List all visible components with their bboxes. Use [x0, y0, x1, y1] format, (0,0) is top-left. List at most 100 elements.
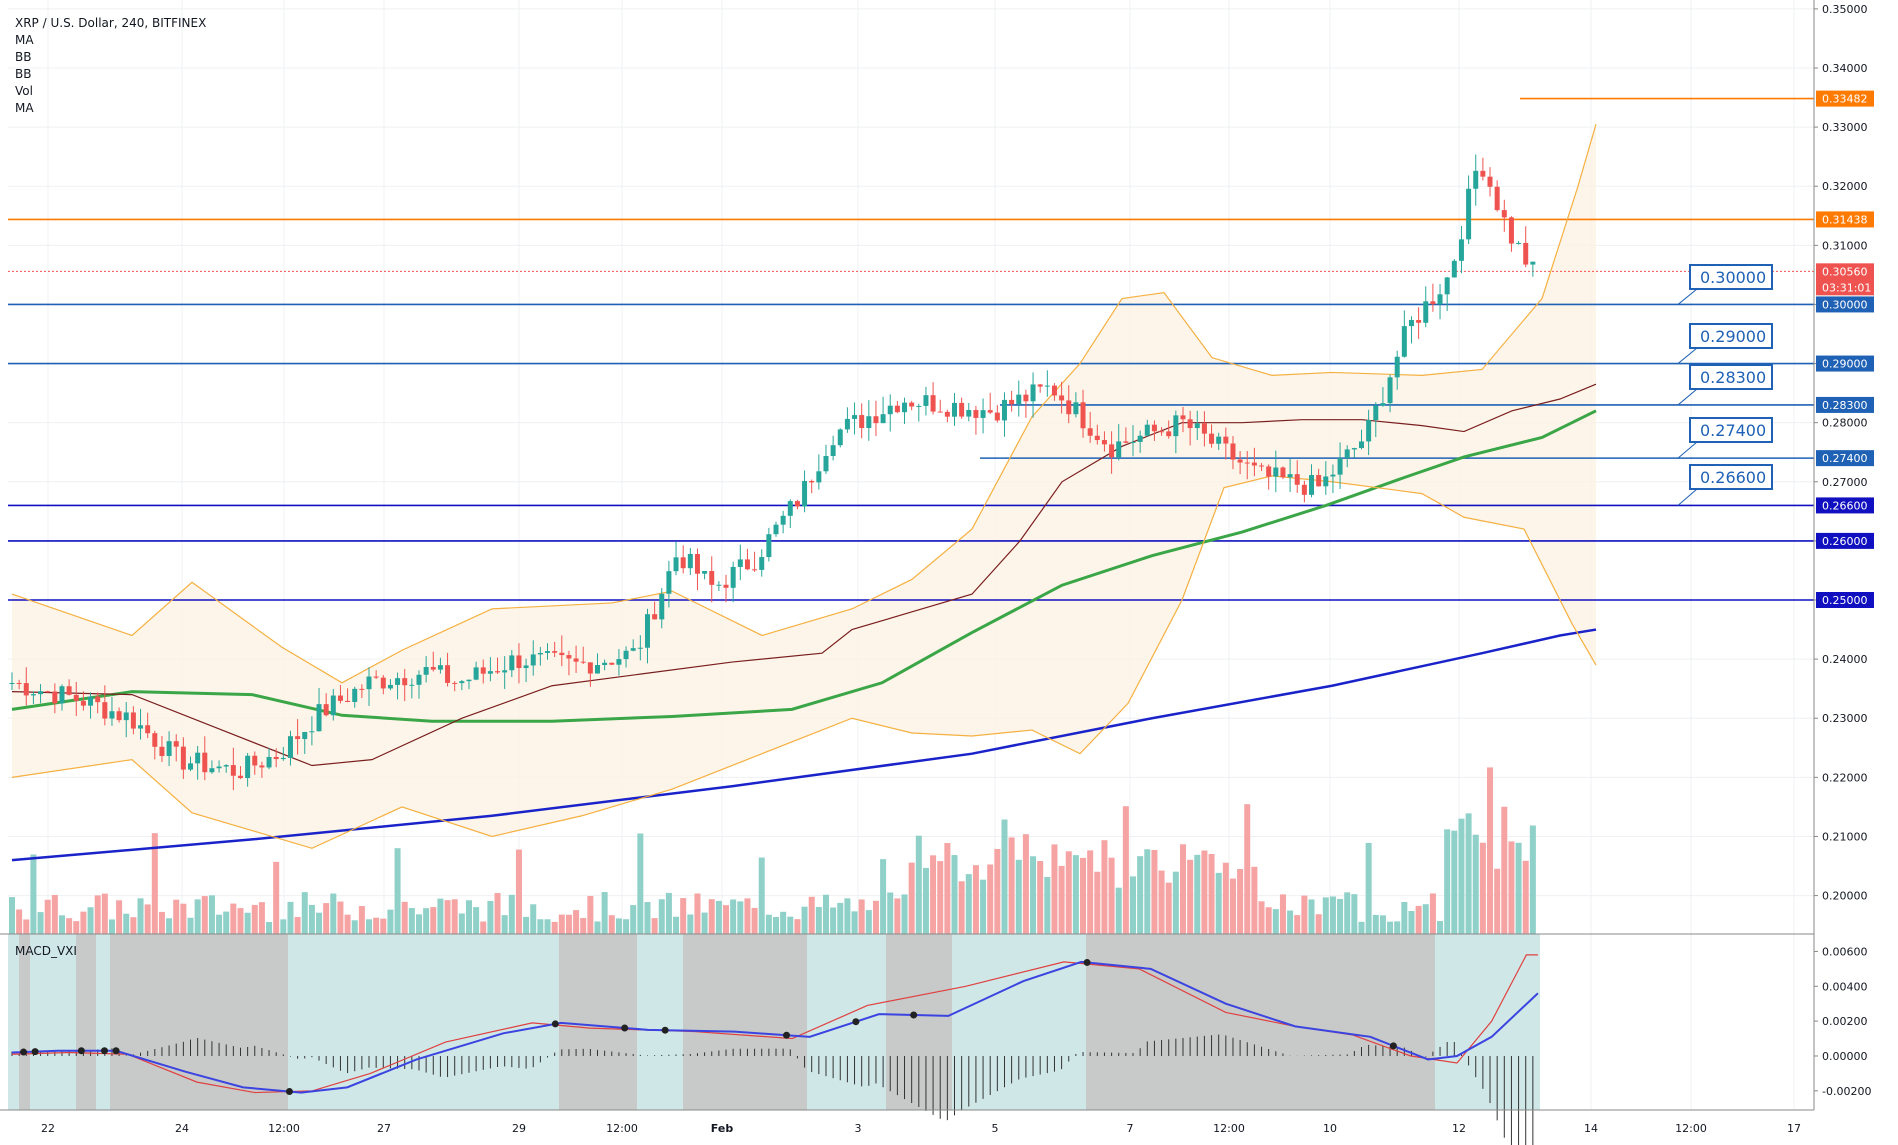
macd-cross-marker: [661, 1026, 669, 1034]
candle-body: [909, 402, 915, 407]
candle-body: [530, 654, 536, 666]
volume-bar: [580, 917, 587, 934]
candle-body: [666, 571, 672, 594]
price-tick-label: 0.21000: [1822, 830, 1868, 843]
candle-body: [295, 736, 301, 740]
volume-bar: [1315, 914, 1322, 934]
callout-label: 0.26600: [1700, 468, 1766, 487]
price-tag: [1816, 450, 1874, 467]
macd-cross-marker: [20, 1048, 28, 1056]
macd-panel-title[interactable]: MACD_VXI: [15, 944, 77, 958]
legend-item-ma[interactable]: MA: [15, 101, 34, 115]
macd-tick-label: 0.00400: [1822, 980, 1868, 993]
volume-bar: [865, 910, 872, 934]
candle-body: [566, 655, 572, 659]
price-tag: [1816, 592, 1874, 609]
volume-bar: [1301, 895, 1308, 934]
candle-body: [773, 524, 779, 535]
callout-label: 0.30000: [1700, 268, 1766, 287]
volume-bar: [1422, 904, 1429, 934]
volume-bar: [1201, 850, 1208, 934]
volume-bar: [515, 849, 522, 934]
price-tag: [1816, 355, 1874, 372]
candle-body: [687, 553, 693, 569]
candle-body: [1444, 277, 1450, 295]
volume-bar: [30, 854, 37, 934]
volume-bar: [858, 899, 865, 934]
candle-body: [416, 674, 422, 685]
candle-body: [1023, 394, 1029, 402]
callout-label: 0.29000: [1700, 327, 1766, 346]
candle-body: [1044, 385, 1050, 387]
legend-item-bb[interactable]: BB: [15, 50, 32, 64]
candle-body: [1109, 444, 1115, 458]
price-axis[interactable]: 0.35000 0.34000 0.33000 0.32000 0.31000 0.300…: [1814, 3, 1874, 1098]
candle-body: [709, 570, 715, 585]
candle-body: [445, 665, 451, 683]
candle-body: [916, 405, 922, 407]
volume-bar: [94, 895, 101, 934]
volume-bar: [1051, 844, 1058, 934]
candle-body: [987, 410, 993, 413]
time-axis[interactable]: 22 24 12:00 27 29 12:00 Feb 3 5 7 12:00 10 12 14 12:00…: [41, 1122, 1801, 1135]
volume-bar: [394, 848, 401, 934]
volume-bar: [780, 911, 787, 934]
volume-bar: [922, 867, 929, 934]
candle-body: [152, 733, 158, 747]
volume-bar: [237, 908, 244, 934]
volume-bar: [894, 898, 901, 934]
volume-bar: [694, 893, 701, 934]
macd-shade-grey: [559, 934, 637, 1110]
volume-bar: [166, 918, 173, 934]
candle-body: [252, 755, 258, 766]
volume-bars: [9, 767, 1536, 934]
volume-bar: [1458, 818, 1465, 934]
volume-bar: [801, 906, 808, 934]
candle-body: [1009, 399, 1015, 405]
volume-bar: [944, 843, 951, 934]
legend-title[interactable]: XRP / U.S. Dollar, 240, BITFINEX: [15, 16, 207, 30]
volume-bar: [244, 912, 251, 934]
volume-bar: [158, 911, 165, 934]
price-callouts[interactable]: 0.30000 0.29000 0.28300 0.27400 0.26600: [1677, 264, 1773, 506]
volume-bar: [787, 916, 794, 934]
candle-body: [259, 765, 265, 768]
volume-bar: [1251, 866, 1258, 934]
volume-bar: [273, 861, 280, 934]
candle-body: [316, 704, 322, 732]
volume-bar: [1094, 871, 1101, 934]
candle-body: [545, 651, 551, 653]
legend-item-bb[interactable]: BB: [15, 67, 32, 81]
candle-body: [466, 679, 472, 682]
candle-body: [373, 676, 379, 678]
candle-body: [652, 614, 658, 620]
volume-bar: [280, 919, 287, 934]
candle-body: [1101, 440, 1107, 445]
volume-bar: [44, 899, 51, 934]
candle-body: [409, 684, 415, 686]
volume-bar: [480, 921, 487, 934]
legend-item-vol[interactable]: Vol: [15, 84, 33, 98]
volume-bar: [815, 906, 822, 934]
candle-body: [395, 678, 401, 685]
volume-bar: [80, 911, 87, 934]
volume-bar: [137, 898, 144, 934]
volume-bar: [1015, 859, 1022, 934]
legend-item-ma[interactable]: MA: [15, 33, 34, 47]
candle-body: [245, 755, 251, 779]
volume-bar: [1415, 905, 1422, 934]
volume-bar: [323, 903, 330, 934]
price-tag-label: 0.25000: [1822, 594, 1868, 607]
candle-body: [1201, 423, 1207, 434]
macd-shade-grey: [76, 934, 96, 1110]
price-tick-label: 0.28000: [1822, 417, 1868, 430]
volume-bar: [937, 861, 944, 934]
candle-body: [30, 694, 36, 696]
candle-body: [1387, 377, 1393, 404]
volume-bar: [1101, 840, 1108, 934]
indicator-line-ma: [11, 628, 1597, 862]
volume-bar: [551, 921, 558, 934]
volume-bar: [415, 914, 422, 934]
candle-body: [1051, 385, 1057, 396]
